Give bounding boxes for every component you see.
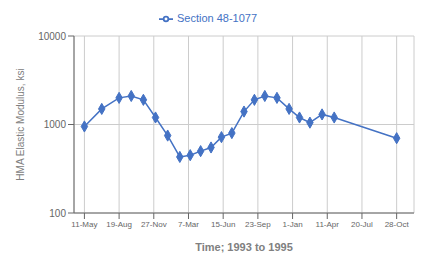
html-text:Section 48-1077: Section 48-1077: [176, 12, 258, 24]
svg-text:10000: 10000: [38, 31, 66, 42]
svg-text:100: 100: [49, 208, 66, 219]
svg-text:11-May: 11-May: [71, 220, 97, 229]
svg-text:27-Nov: 27-Nov: [141, 220, 167, 229]
svg-text:23-Sep: 23-Sep: [245, 220, 271, 229]
svg-text:1-Jan: 1-Jan: [283, 220, 303, 229]
svg-text:19-Aug: 19-Aug: [106, 220, 132, 229]
svg-text:20-Jul: 20-Jul: [351, 220, 373, 229]
svg-text:HMA Elastic Modulus, ksi: HMA Elastic Modulus, ksi: [15, 68, 26, 180]
svg-text:11-Apr: 11-Apr: [316, 220, 340, 229]
svg-text:1000: 1000: [44, 119, 67, 130]
svg-text:Time; 1993 to 1995: Time; 1993 to 1995: [195, 241, 293, 253]
svg-text:28-Oct: 28-Oct: [385, 220, 410, 229]
svg-text:15-Jun: 15-Jun: [211, 220, 235, 229]
svg-text:7-Mar: 7-Mar: [178, 220, 199, 229]
